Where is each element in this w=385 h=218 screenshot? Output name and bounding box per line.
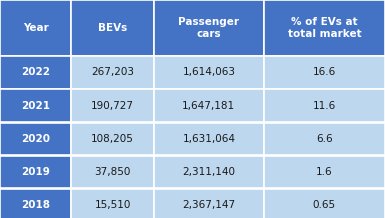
Text: 0.65: 0.65 — [313, 200, 336, 210]
Text: 1,647,181: 1,647,181 — [182, 101, 235, 111]
Text: 1,631,064: 1,631,064 — [182, 134, 235, 144]
Bar — [71, 189, 154, 218]
Text: 1.6: 1.6 — [316, 167, 333, 177]
Bar — [154, 156, 264, 188]
Text: 15,510: 15,510 — [94, 200, 131, 210]
Text: 1,614,063: 1,614,063 — [182, 68, 235, 77]
Bar — [71, 123, 154, 155]
Bar — [71, 156, 154, 188]
Text: 190,727: 190,727 — [91, 101, 134, 111]
Text: 2020: 2020 — [21, 134, 50, 144]
Text: 37,850: 37,850 — [94, 167, 131, 177]
Bar — [154, 123, 264, 155]
Bar — [264, 0, 385, 56]
Bar — [264, 89, 385, 122]
Bar — [154, 56, 264, 89]
Text: BEVs: BEVs — [98, 23, 127, 33]
Bar — [71, 0, 154, 56]
Text: % of EVs at
total market: % of EVs at total market — [288, 17, 361, 39]
Bar — [0, 0, 71, 56]
Bar — [71, 89, 154, 122]
Text: 2,367,147: 2,367,147 — [182, 200, 235, 210]
Text: 16.6: 16.6 — [313, 68, 336, 77]
Text: 11.6: 11.6 — [313, 101, 336, 111]
Bar — [71, 56, 154, 89]
Bar — [0, 89, 71, 122]
Bar — [0, 123, 71, 155]
Text: 6.6: 6.6 — [316, 134, 333, 144]
Bar — [264, 189, 385, 218]
Bar — [0, 156, 71, 188]
Bar — [154, 89, 264, 122]
Text: 2019: 2019 — [21, 167, 50, 177]
Bar — [154, 189, 264, 218]
Text: 2022: 2022 — [21, 68, 50, 77]
Bar — [264, 56, 385, 89]
Text: 2,311,140: 2,311,140 — [182, 167, 235, 177]
Bar — [154, 0, 264, 56]
Text: 2021: 2021 — [21, 101, 50, 111]
Text: 267,203: 267,203 — [91, 68, 134, 77]
Text: Passenger
cars: Passenger cars — [178, 17, 239, 39]
Bar — [264, 156, 385, 188]
Text: 2018: 2018 — [21, 200, 50, 210]
Text: Year: Year — [23, 23, 49, 33]
Bar — [0, 56, 71, 89]
Bar — [0, 189, 71, 218]
Bar — [264, 123, 385, 155]
Text: 108,205: 108,205 — [91, 134, 134, 144]
